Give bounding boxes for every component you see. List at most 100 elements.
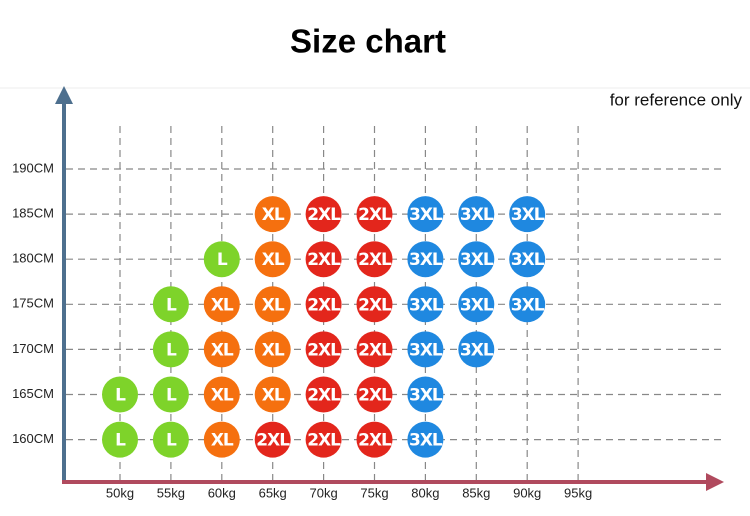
size-badge bbox=[254, 376, 291, 413]
size-label: 2XL bbox=[358, 386, 392, 406]
size-badge bbox=[305, 331, 342, 368]
y-label: 180CM bbox=[12, 251, 54, 266]
size-badge bbox=[356, 331, 393, 368]
size-badge bbox=[305, 286, 342, 323]
y-label: 165CM bbox=[12, 386, 54, 401]
note: for reference only bbox=[610, 90, 743, 109]
size-badge bbox=[203, 421, 240, 458]
size-badge bbox=[254, 421, 291, 458]
size-label: 2XL bbox=[358, 250, 392, 270]
x-label: 80kg bbox=[411, 485, 439, 500]
x-label: 90kg bbox=[513, 485, 541, 500]
size-label: L bbox=[166, 295, 177, 315]
size-label: XL bbox=[262, 295, 285, 315]
size-badge bbox=[152, 331, 189, 368]
size-label: 2XL bbox=[256, 431, 290, 451]
size-badge bbox=[407, 331, 444, 368]
size-label: XL bbox=[262, 250, 285, 270]
size-label: L bbox=[115, 431, 126, 451]
size-badge bbox=[305, 421, 342, 458]
x-label: 60kg bbox=[208, 485, 236, 500]
size-label: 2XL bbox=[307, 250, 341, 270]
size-label: XL bbox=[262, 386, 285, 406]
y-label: 190CM bbox=[12, 160, 54, 175]
size-badge bbox=[458, 331, 495, 368]
size-badge bbox=[305, 241, 342, 278]
size-badge bbox=[203, 331, 240, 368]
size-label: L bbox=[115, 386, 126, 406]
size-label: 3XL bbox=[409, 431, 443, 451]
size-label: L bbox=[166, 340, 177, 360]
size-label: 2XL bbox=[358, 340, 392, 360]
size-label: 3XL bbox=[409, 205, 443, 225]
size-badge bbox=[356, 286, 393, 323]
size-label: 3XL bbox=[409, 250, 443, 270]
size-label: L bbox=[166, 431, 177, 451]
size-label: 3XL bbox=[409, 295, 443, 315]
size-label: XL bbox=[211, 340, 234, 360]
size-badge bbox=[152, 286, 189, 323]
size-badge bbox=[305, 376, 342, 413]
title: Size chart bbox=[290, 23, 446, 60]
size-label: 3XL bbox=[511, 295, 545, 315]
size-label: 2XL bbox=[358, 431, 392, 451]
size-badge bbox=[203, 376, 240, 413]
size-label: L bbox=[217, 250, 228, 270]
size-label: 2XL bbox=[307, 205, 341, 225]
size-label: 3XL bbox=[511, 250, 545, 270]
size-badge bbox=[102, 376, 138, 413]
size-badge bbox=[152, 421, 189, 458]
size-label: XL bbox=[262, 340, 285, 360]
size-label: 2XL bbox=[307, 340, 341, 360]
size-badge bbox=[509, 196, 546, 233]
size-label: 3XL bbox=[460, 340, 494, 360]
size-label: XL bbox=[211, 431, 234, 451]
size-badge bbox=[407, 241, 444, 278]
size-badge bbox=[203, 286, 240, 323]
size-label: 2XL bbox=[358, 295, 392, 315]
size-badge bbox=[509, 241, 546, 278]
x-label: 75kg bbox=[360, 485, 388, 500]
size-badge bbox=[203, 241, 240, 278]
size-badge bbox=[254, 196, 291, 233]
size-label: 3XL bbox=[511, 205, 545, 225]
x-label: 70kg bbox=[309, 485, 337, 500]
size-label: 3XL bbox=[460, 295, 494, 315]
y-label: 170CM bbox=[12, 341, 54, 356]
size-badge bbox=[458, 241, 495, 278]
size-label: 3XL bbox=[409, 340, 443, 360]
size-label: 3XL bbox=[409, 386, 443, 406]
size-badge bbox=[254, 331, 291, 368]
size-badge bbox=[356, 421, 393, 458]
size-label: L bbox=[166, 386, 177, 406]
size-badge bbox=[407, 421, 444, 458]
y-label: 185CM bbox=[12, 206, 54, 221]
size-badge bbox=[254, 286, 291, 323]
size-badge bbox=[356, 196, 393, 233]
size-badge bbox=[407, 376, 444, 413]
y-axis-arrow bbox=[55, 86, 73, 104]
x-label: 65kg bbox=[259, 485, 287, 500]
size-badge bbox=[356, 241, 393, 278]
y-label: 175CM bbox=[12, 296, 54, 311]
x-label: 50kg bbox=[106, 485, 134, 500]
size-badge bbox=[407, 196, 444, 233]
size-label: 2XL bbox=[307, 386, 341, 406]
x-label: 55kg bbox=[157, 485, 185, 500]
size-label: XL bbox=[211, 295, 234, 315]
marks: XL 2XL 2XL 3XL 3XL 3XL L XL 2XL 2XL 3XL 3XL 3XL L XL XL… bbox=[102, 196, 546, 458]
size-badge bbox=[407, 286, 444, 323]
size-badge bbox=[305, 196, 342, 233]
x-axis-arrow bbox=[706, 473, 724, 491]
grid: 50kg 55kg 60kg 65kg 70kg 75kg 80kg 85kg 90kg 95kg… bbox=[12, 126, 722, 500]
size-label: 2XL bbox=[358, 205, 392, 225]
size-label: XL bbox=[211, 386, 234, 406]
size-badge bbox=[152, 376, 189, 413]
size-badge bbox=[102, 421, 138, 458]
y-label: 160CM bbox=[12, 431, 54, 446]
size-label: XL bbox=[262, 205, 285, 225]
size-label: 3XL bbox=[460, 205, 494, 225]
size-label: 3XL bbox=[460, 250, 494, 270]
size-badge bbox=[356, 376, 393, 413]
